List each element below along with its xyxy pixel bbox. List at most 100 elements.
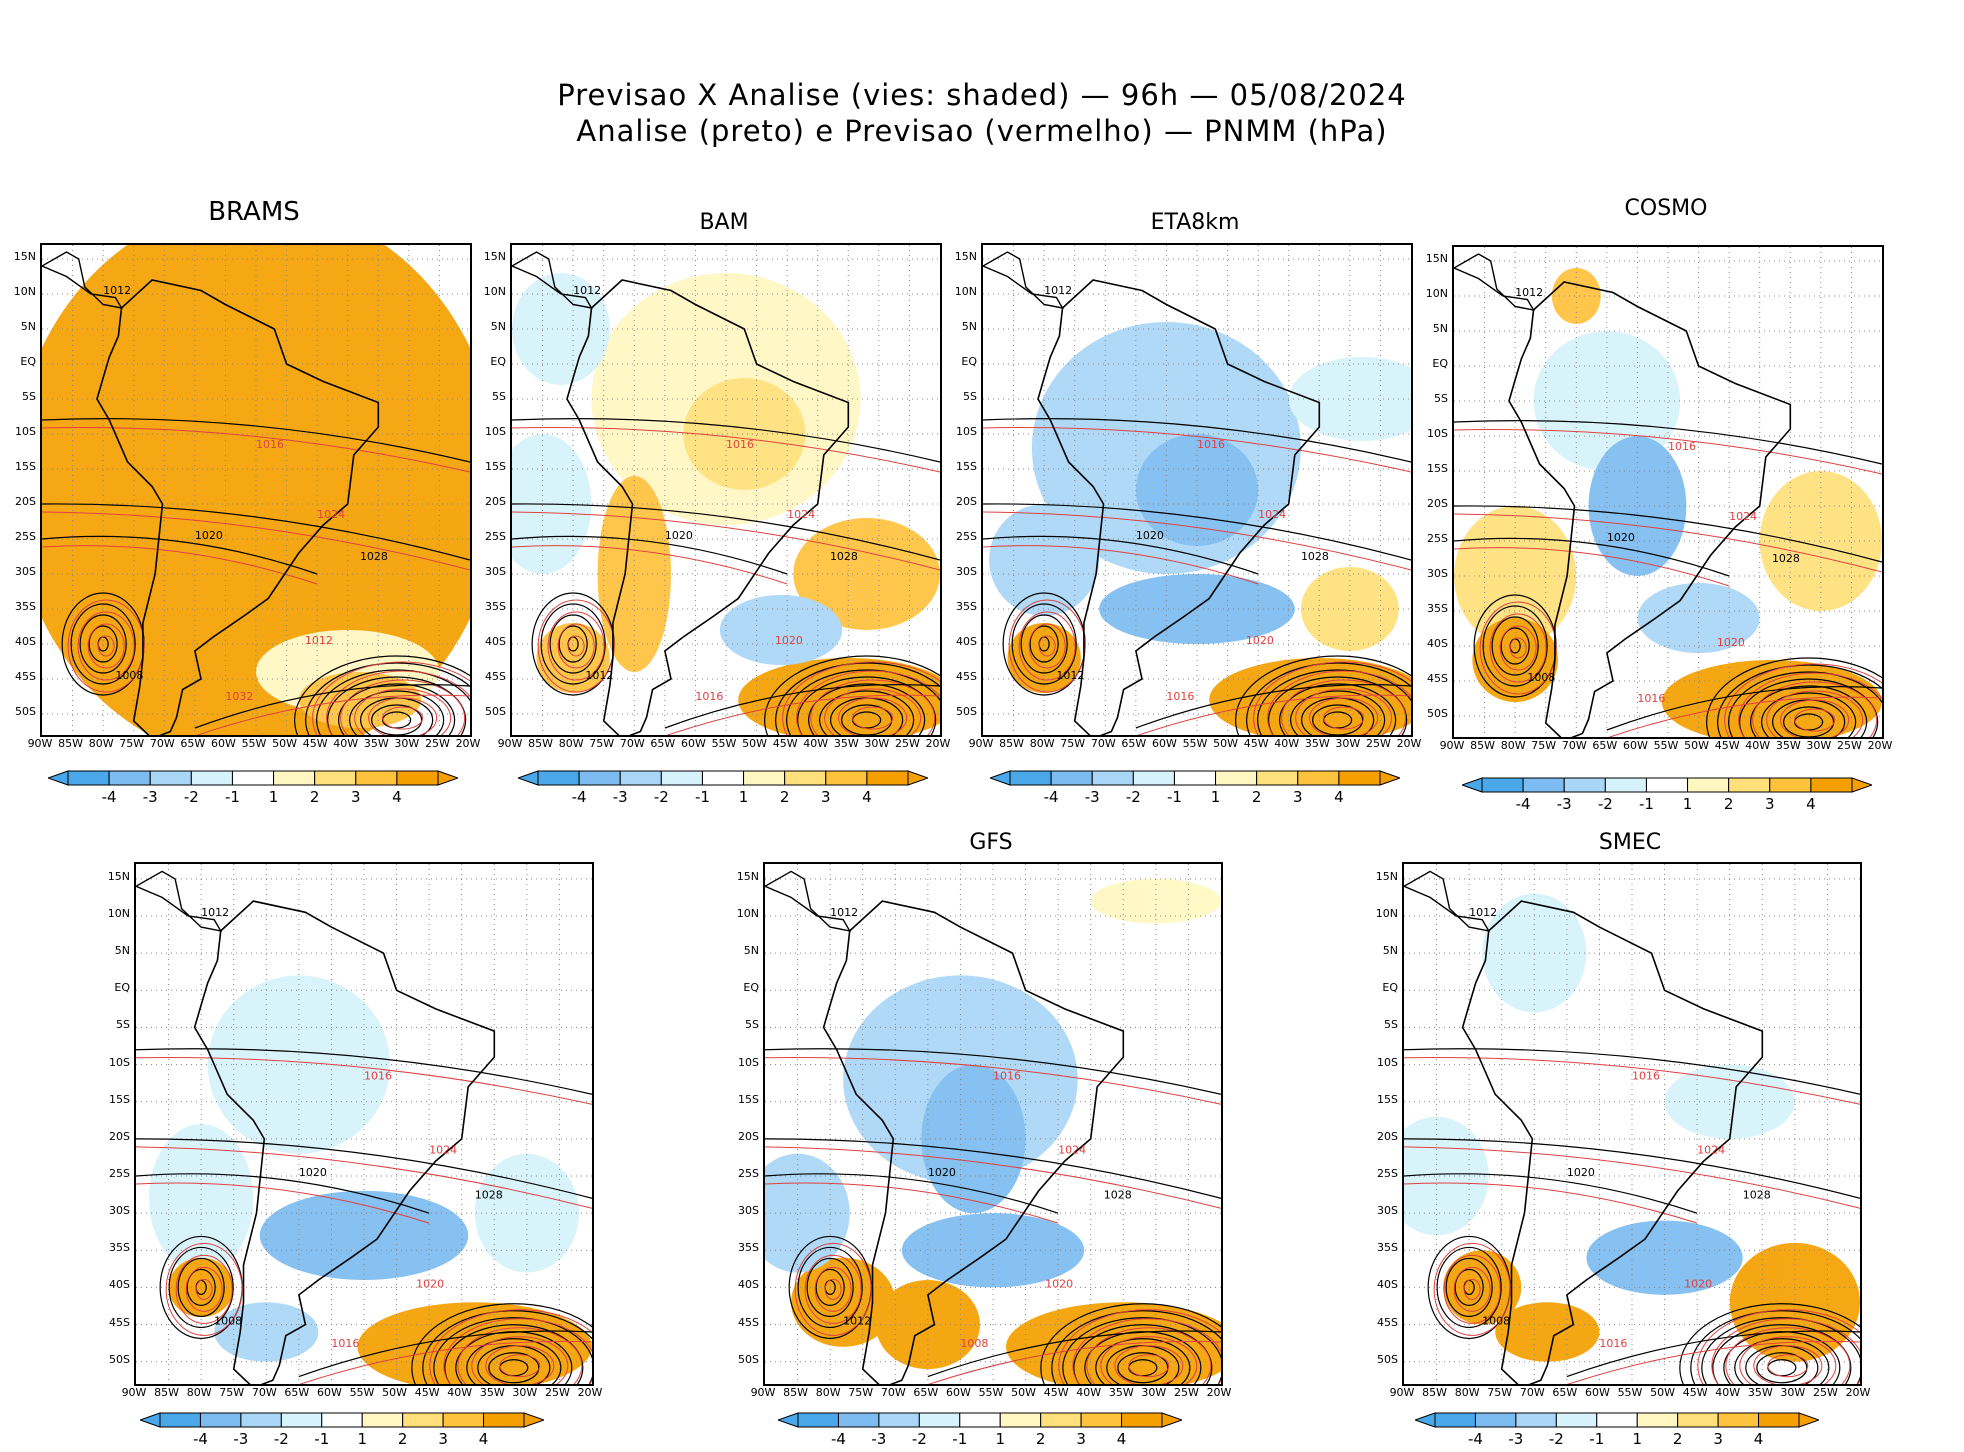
colorbar-label: 3 [1764, 795, 1775, 813]
lon-tick: 30W [512, 1386, 538, 1399]
lon-tick: 85W [783, 1386, 808, 1399]
colorbar-label: -2 [273, 1430, 289, 1448]
lon-tick: 25W [1836, 739, 1862, 752]
lat-tick: 10N [954, 285, 977, 298]
lon-tick: 80W [1454, 1386, 1480, 1399]
contour-label: 1016 [993, 1069, 1021, 1082]
contour-label: 1016 [331, 1337, 359, 1350]
colorbar-label: -2 [911, 1430, 927, 1448]
lat-tick: 5S [22, 390, 36, 403]
colorbar-label: 4 [392, 788, 402, 806]
lat-tick: 10N [483, 285, 506, 298]
colorbar-label: 1 [738, 788, 749, 806]
colorbar-label: -3 [1556, 795, 1572, 813]
lon-tick: 80W [88, 737, 114, 750]
contour-label: 1020 [1567, 1166, 1595, 1179]
lon-tick: 75W [589, 737, 615, 750]
colorbar-segment [273, 770, 316, 786]
lat-tick: EQ [1382, 981, 1398, 995]
contour-label: 1016 [1637, 692, 1665, 705]
lon-tick: 50W [382, 1386, 407, 1399]
colorbar: -4 -3 -2 -1 1 2 3 4 [48, 770, 458, 810]
bias-area [901, 1213, 1085, 1288]
lon-tick: 85W [528, 737, 553, 750]
colorbar-segment [1769, 777, 1812, 793]
lon-tick: 65W [650, 737, 676, 750]
colorbar-label: 1 [268, 788, 279, 806]
lon-tick: 20W [925, 737, 951, 750]
lat-tick: 50S [956, 705, 977, 718]
contour-label: 1016 [1197, 438, 1225, 451]
lat-tick: 10S [485, 425, 506, 438]
lon-tick: 65W [284, 1386, 310, 1399]
contour-label: 1012 [585, 669, 613, 682]
lat-tick: 15S [15, 460, 36, 473]
contour-label: 1012 [305, 634, 333, 647]
lon-tick: 35W [1108, 1386, 1134, 1399]
colorbar-arrow-right [523, 1412, 544, 1428]
colorbar-label: -4 [1467, 1430, 1483, 1448]
colorbar-label: -2 [1548, 1430, 1564, 1448]
lon-tick: 75W [1487, 1386, 1513, 1399]
lat-tick: EQ [490, 355, 506, 368]
colorbar-arrow-left [140, 1412, 161, 1428]
lat-tick: 40S [109, 1278, 130, 1292]
colorbar-segment [837, 1412, 880, 1428]
lon-tick: 25W [894, 737, 920, 750]
colorbar-label: -3 [1084, 788, 1100, 806]
colorbar-segment [321, 1412, 363, 1428]
lon-tick: 25W [1173, 1386, 1199, 1399]
bias-area [1729, 1242, 1860, 1362]
lat-tick: 25S [1377, 1167, 1398, 1180]
lat-tick: 25S [1427, 532, 1448, 545]
map-panel-brams: 1012 1016 1020 1024 1028 1032 1008 1012 [40, 243, 472, 737]
lon-tick: 60W [210, 737, 236, 750]
colorbar-segment [918, 1412, 961, 1428]
lat-tick: 5S [745, 1018, 759, 1032]
graticule [42, 245, 470, 735]
lon-tick: 45W [1043, 1386, 1069, 1399]
graticule [512, 245, 940, 735]
colorbar-segment [1297, 770, 1340, 786]
lon-tick: 75W [1060, 737, 1086, 750]
colorbar-segment [701, 770, 745, 786]
lat-tick: EQ [743, 981, 759, 995]
colorbar-arrow-left [778, 1412, 799, 1428]
lat-tick: 35S [956, 600, 977, 613]
bias-area [921, 1064, 1026, 1214]
lat-tick: 50S [15, 705, 36, 718]
colorbar-segment [149, 770, 192, 786]
lon-tick: 35W [1747, 1386, 1773, 1399]
bias-area [1443, 1250, 1522, 1325]
colorbar: -4 -3 -2 -1 1 2 3 4 [1462, 777, 1872, 817]
lon-tick: 30W [1806, 739, 1832, 752]
graticule [765, 864, 1221, 1384]
colorbar-arrow-right [1379, 770, 1400, 786]
lat-tick: 50S [1427, 707, 1448, 720]
colorbar-label: -4 [192, 1430, 208, 1448]
lon-tick: 45W [1714, 739, 1740, 752]
lat-tick: 40S [1377, 1278, 1398, 1292]
contour-label: 1020 [416, 1277, 444, 1290]
graticule [983, 245, 1411, 735]
colorbar-segment [1080, 1412, 1123, 1428]
lat-tick: 5N [1432, 322, 1448, 335]
lon-tick: 60W [945, 1386, 971, 1399]
bias-area [1495, 1302, 1600, 1362]
contour-label: 1020 [1136, 529, 1164, 542]
lat-tick: 5N [961, 320, 977, 333]
isobars [136, 1048, 592, 1384]
contour-label: 1024 [1697, 1144, 1725, 1157]
lon-tick: 35W [1775, 739, 1801, 752]
contour-label: 1024 [429, 1144, 457, 1157]
colorbar-segment [743, 770, 786, 786]
lat-tick: 50S [109, 1352, 130, 1366]
lon-tick: 40W [1715, 1386, 1741, 1399]
bias-area [1661, 660, 1882, 737]
lat-tick: 40S [956, 635, 977, 648]
lon-tick: 60W [680, 737, 706, 750]
lat-tick: 35S [15, 600, 36, 613]
lat-tick: 30S [1427, 567, 1448, 580]
lat-tick: 15S [1427, 462, 1448, 475]
colorbar-arrow-left [518, 770, 539, 786]
